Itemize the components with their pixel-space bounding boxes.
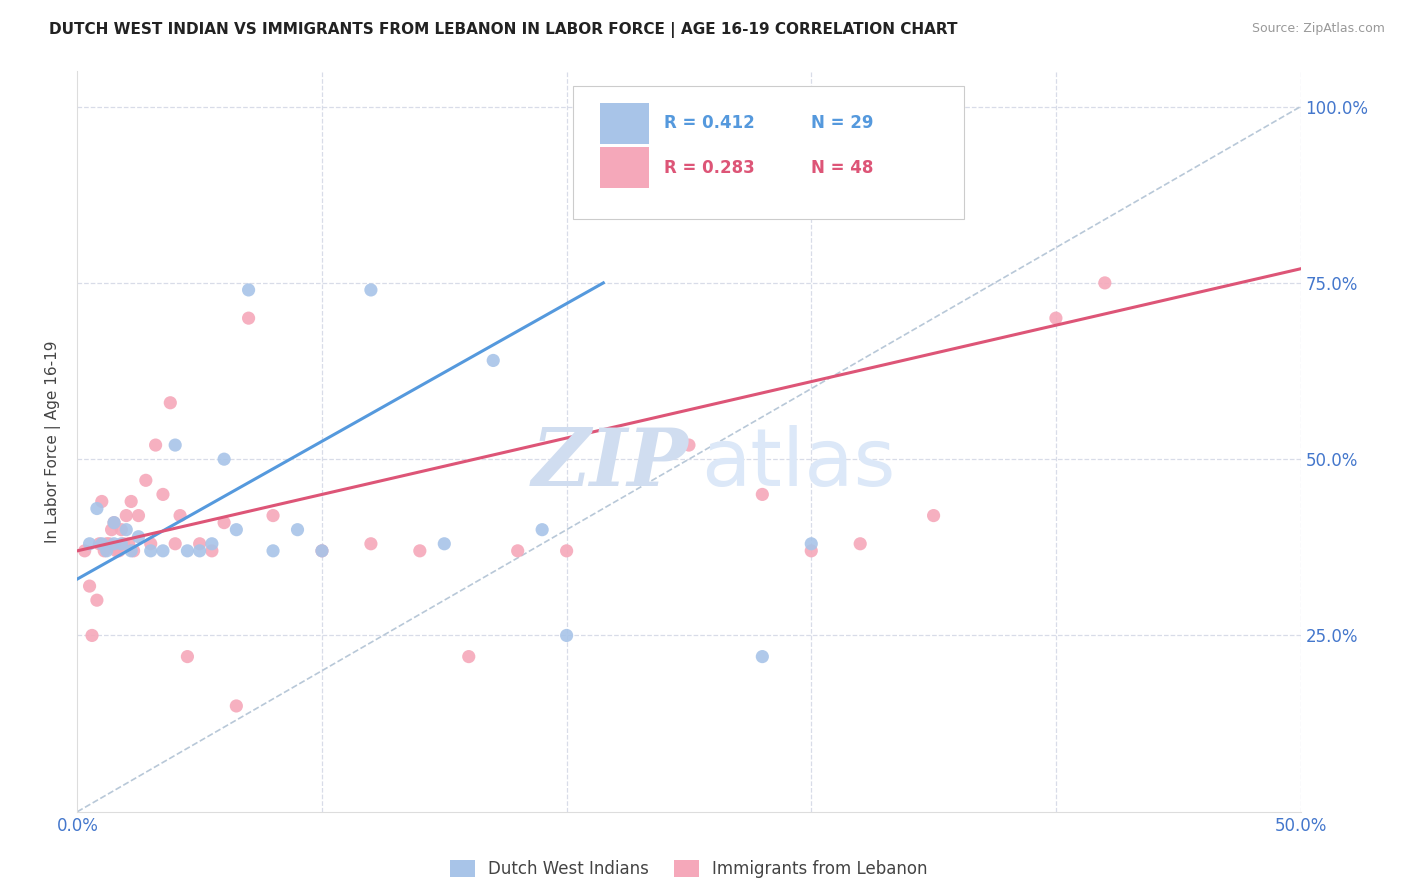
- Point: [188, 544, 211, 558]
- Legend: Dutch West Indians, Immigrants from Lebanon: Dutch West Indians, Immigrants from Leba…: [443, 854, 935, 885]
- Point: [165, 537, 187, 551]
- Point: [176, 544, 198, 558]
- Point: [176, 649, 198, 664]
- Text: R = 0.412: R = 0.412: [665, 114, 755, 132]
- Point: [201, 537, 224, 551]
- Text: atlas: atlas: [702, 425, 896, 503]
- Point: [108, 544, 131, 558]
- Point: [262, 508, 284, 523]
- Point: [120, 544, 142, 558]
- Point: [360, 537, 382, 551]
- Point: [96, 537, 118, 551]
- Point: [287, 523, 309, 537]
- Point: [103, 516, 125, 530]
- Text: N = 48: N = 48: [811, 159, 873, 177]
- Text: N = 29: N = 29: [811, 114, 873, 132]
- Point: [79, 537, 101, 551]
- Point: [103, 516, 125, 530]
- Point: [1094, 276, 1116, 290]
- Point: [90, 494, 112, 508]
- Point: [262, 544, 284, 558]
- Point: [311, 544, 333, 558]
- Point: [238, 283, 260, 297]
- Point: [800, 537, 823, 551]
- Point: [238, 311, 260, 326]
- Point: [555, 628, 578, 642]
- Point: [73, 544, 96, 558]
- Point: [159, 396, 181, 410]
- Point: [225, 523, 247, 537]
- Point: [128, 508, 150, 523]
- Point: [86, 593, 108, 607]
- FancyBboxPatch shape: [572, 87, 965, 219]
- Point: [169, 508, 191, 523]
- Point: [89, 537, 111, 551]
- Text: DUTCH WEST INDIAN VS IMMIGRANTS FROM LEBANON IN LABOR FORCE | AGE 16-19 CORRELAT: DUTCH WEST INDIAN VS IMMIGRANTS FROM LEB…: [49, 22, 957, 38]
- Point: [678, 438, 700, 452]
- Point: [96, 544, 118, 558]
- Point: [110, 523, 132, 537]
- Point: [605, 163, 627, 178]
- Point: [79, 579, 101, 593]
- Point: [105, 544, 128, 558]
- Point: [225, 698, 247, 713]
- Point: [457, 649, 479, 664]
- Point: [152, 544, 174, 558]
- Point: [482, 353, 505, 368]
- Point: [120, 494, 142, 508]
- Point: [152, 487, 174, 501]
- Point: [86, 501, 108, 516]
- Point: [122, 544, 145, 558]
- Point: [751, 487, 773, 501]
- Point: [165, 438, 187, 452]
- Point: [98, 537, 121, 551]
- Point: [800, 544, 823, 558]
- Text: ZIP: ZIP: [531, 425, 689, 502]
- Text: Source: ZipAtlas.com: Source: ZipAtlas.com: [1251, 22, 1385, 36]
- Y-axis label: In Labor Force | Age 16-19: In Labor Force | Age 16-19: [45, 340, 62, 543]
- Point: [201, 544, 224, 558]
- Point: [506, 544, 529, 558]
- Point: [135, 473, 157, 487]
- Point: [80, 628, 103, 642]
- Point: [115, 523, 138, 537]
- Point: [145, 438, 167, 452]
- Point: [188, 537, 211, 551]
- Point: [93, 544, 115, 558]
- Point: [555, 544, 578, 558]
- Point: [90, 537, 112, 551]
- Point: [1045, 311, 1067, 326]
- Point: [922, 508, 945, 523]
- Point: [112, 537, 135, 551]
- Bar: [599, 103, 648, 144]
- Point: [531, 523, 554, 537]
- Text: R = 0.283: R = 0.283: [665, 159, 755, 177]
- Point: [100, 523, 122, 537]
- Point: [409, 544, 432, 558]
- Bar: [599, 147, 648, 188]
- Point: [360, 283, 382, 297]
- Point: [118, 537, 141, 551]
- Point: [433, 537, 456, 551]
- Point: [751, 649, 773, 664]
- Point: [139, 537, 162, 551]
- Point: [103, 537, 125, 551]
- Point: [115, 508, 138, 523]
- Point: [110, 537, 132, 551]
- Point: [212, 516, 235, 530]
- Point: [212, 452, 235, 467]
- Point: [849, 537, 872, 551]
- Point: [128, 530, 150, 544]
- Point: [139, 544, 162, 558]
- Point: [311, 544, 333, 558]
